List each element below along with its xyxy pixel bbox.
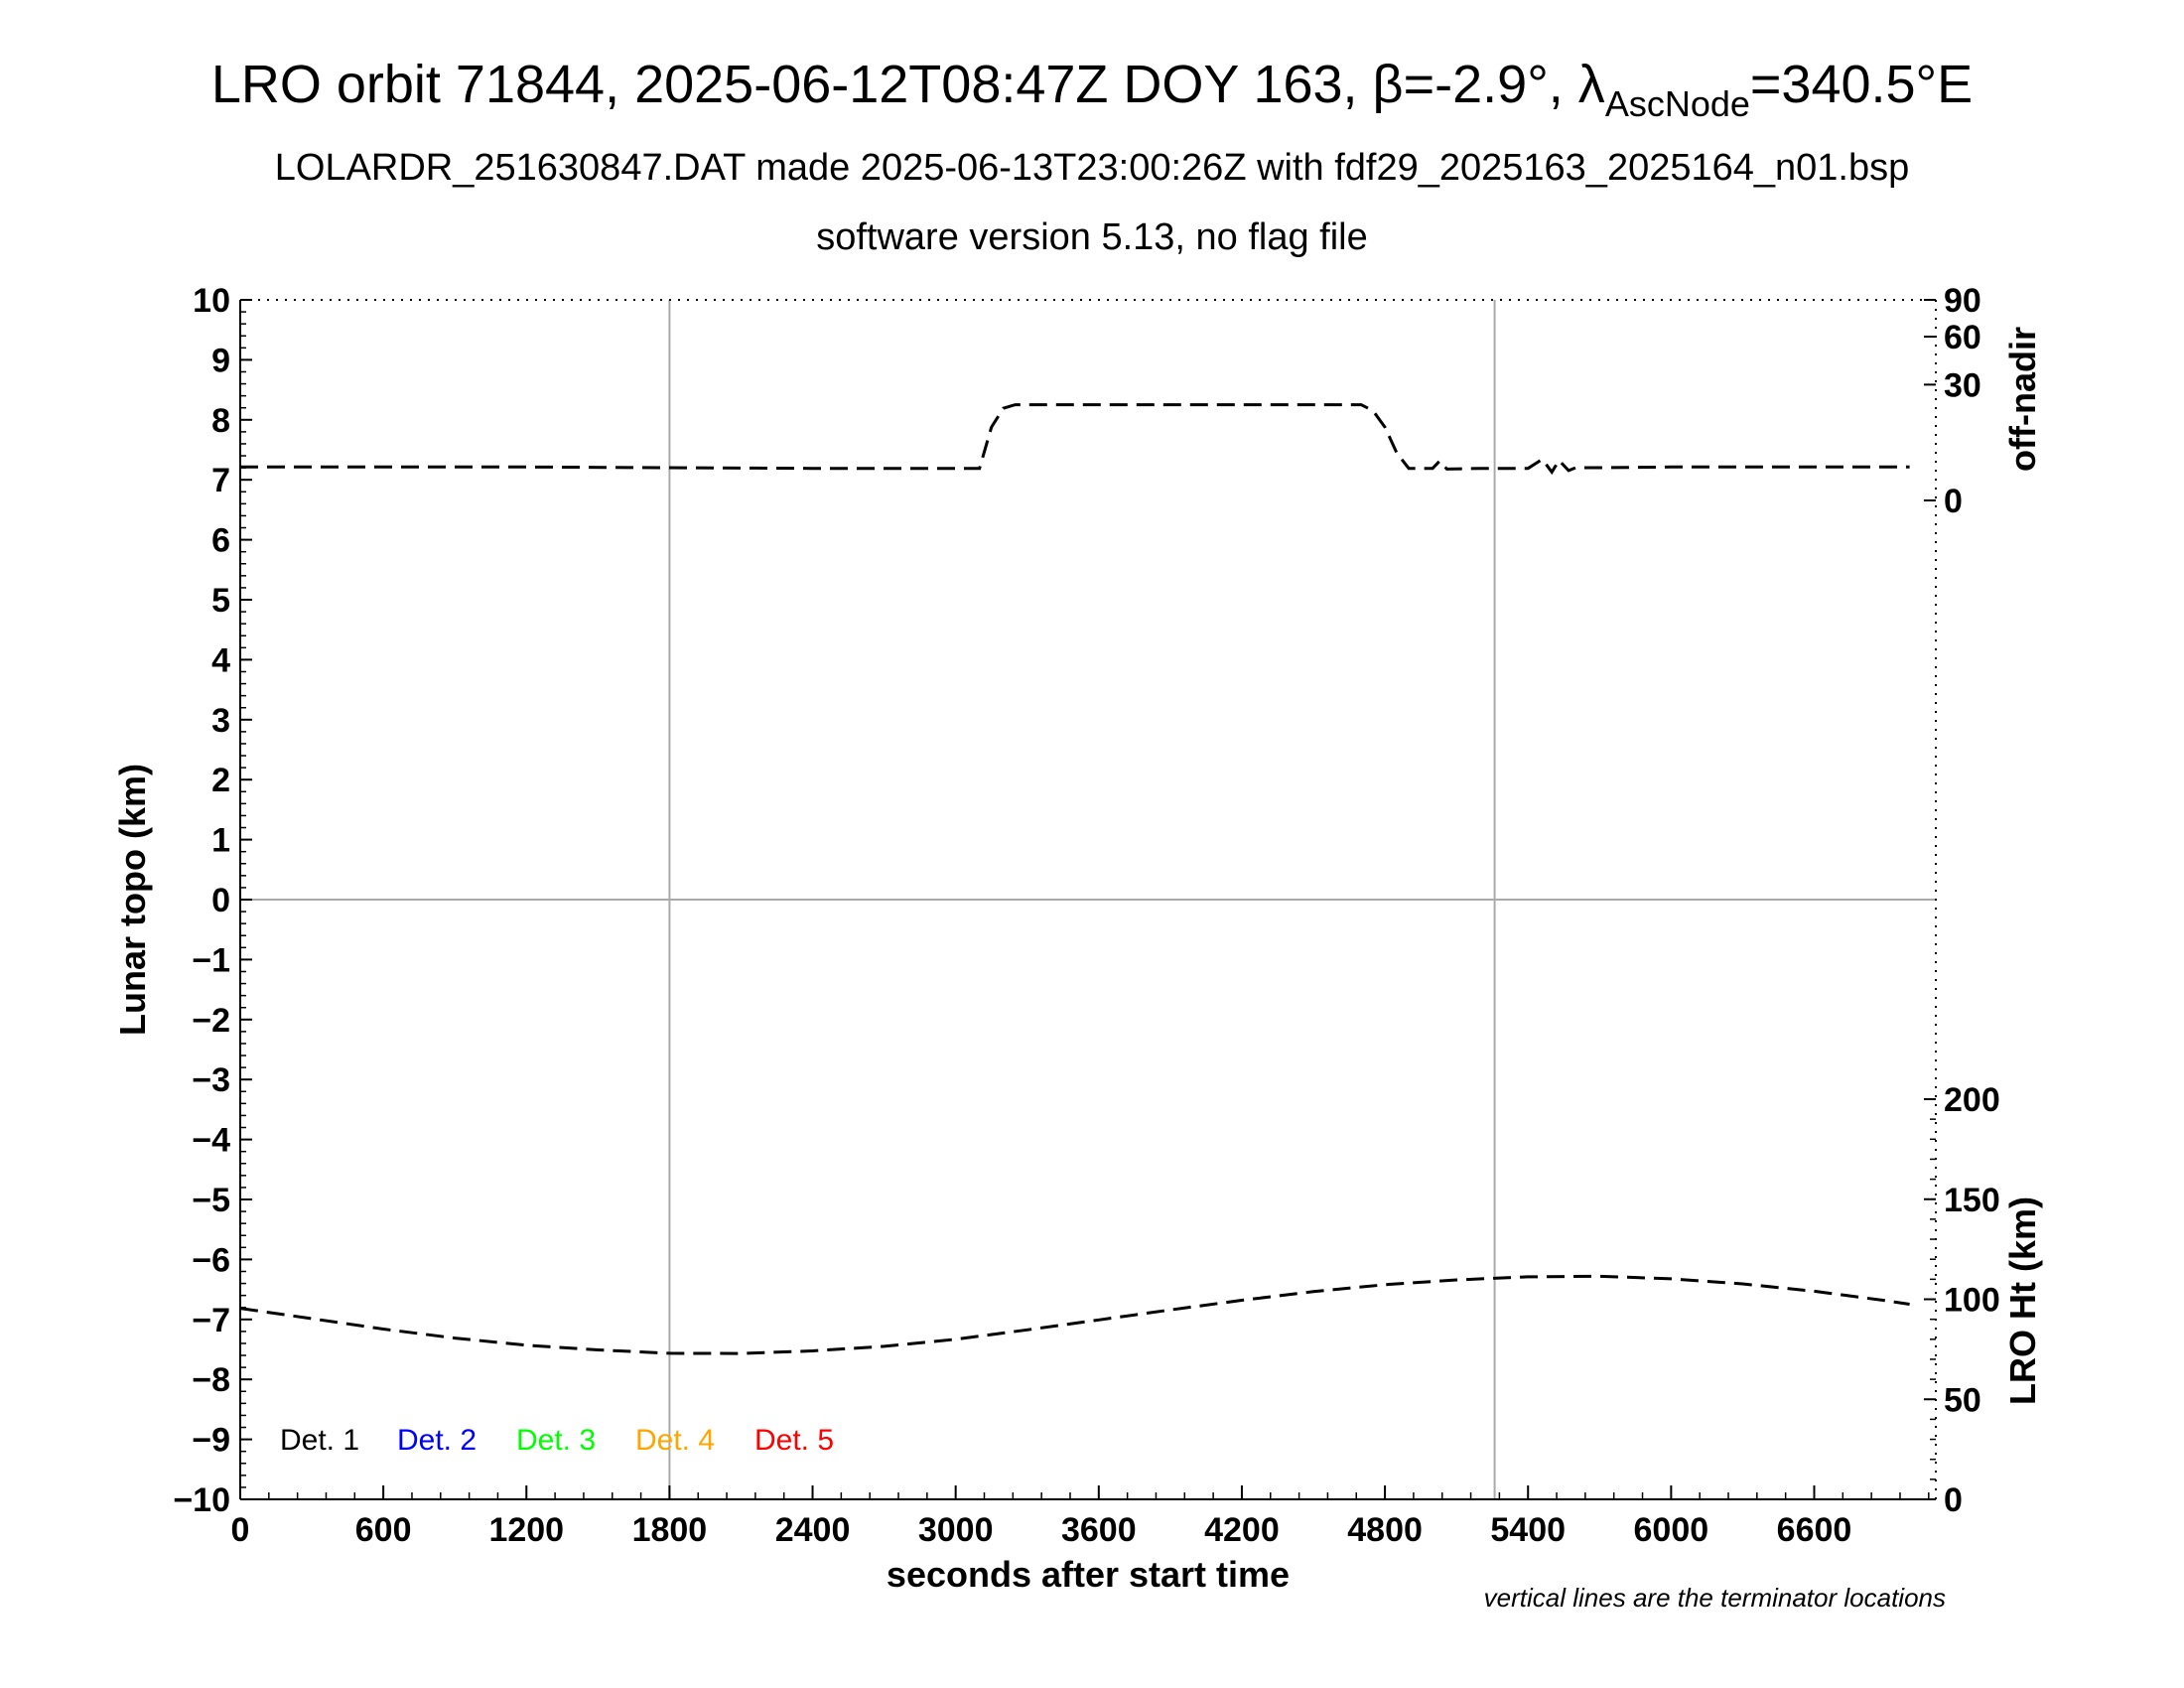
axis-ticks	[239, 299, 1936, 1500]
lro-height-series	[239, 1274, 1910, 1355]
y-tick-label: 5	[211, 582, 230, 620]
legend-item: Det. 3	[516, 1424, 596, 1457]
height-tick-label: 0	[1944, 1481, 1963, 1519]
y-tick-label: 7	[211, 462, 230, 499]
terminator-note: vertical lines are the terminator locati…	[1484, 1583, 1946, 1613]
y-tick-label: −9	[192, 1422, 230, 1460]
off-nadir-tick-label: 30	[1944, 366, 1981, 404]
height-tick-label: 200	[1944, 1081, 2000, 1119]
chart-title-subscript: AscNode	[1604, 83, 1750, 124]
x-tick-label: 6000	[1634, 1511, 1709, 1549]
x-tick-label: 5400	[1490, 1511, 1566, 1549]
y-tick-label: −7	[192, 1302, 230, 1339]
height-tick-label: 150	[1944, 1182, 2000, 1219]
legend-item: Det. 5	[754, 1424, 834, 1457]
x-tick-label: 2400	[775, 1511, 851, 1549]
x-tick-label: 4800	[1347, 1511, 1423, 1549]
chart-subtitle-file: LOLARDR_251630847.DAT made 2025-06-13T23…	[274, 147, 1910, 189]
x-tick-label: 1200	[488, 1511, 564, 1549]
y-tick-label: 6	[211, 522, 230, 560]
off-nadir-tick-label: 90	[1944, 282, 1981, 320]
y-axis-label: Lunar topo (km)	[112, 764, 153, 1036]
y-tick-label: −1	[192, 941, 230, 979]
y-tick-label: 10	[193, 282, 230, 320]
off-nadir-axis-label: off-nadir	[2002, 327, 2043, 472]
y-tick-label: −8	[192, 1361, 230, 1399]
height-tick-label: 50	[1944, 1381, 1981, 1419]
y-tick-label: −3	[192, 1061, 230, 1099]
off-nadir-tick-label: 60	[1944, 319, 1981, 356]
x-tick-label: 0	[231, 1511, 250, 1549]
y-tick-label: 8	[211, 402, 230, 440]
y-tick-label: 3	[211, 702, 230, 740]
x-axis-label: seconds after start time	[887, 1554, 1290, 1595]
y-tick-label: −6	[192, 1241, 230, 1279]
data-series	[239, 403, 1910, 1355]
legend-item: Det. 4	[635, 1424, 715, 1457]
off-nadir-series	[240, 403, 1910, 476]
y-tick-label: 0	[211, 882, 230, 919]
chart-title: LRO orbit 71844, 2025-06-12T08:47Z DOY 1…	[0, 54, 2184, 125]
y-tick-label: −10	[173, 1481, 230, 1519]
chart-title-main: LRO orbit 71844, 2025-06-12T08:47Z DOY 1…	[210, 55, 1605, 114]
x-tick-label: 6600	[1777, 1511, 1852, 1549]
off-nadir-tick-label: 0	[1944, 483, 1963, 520]
legend: Det. 1 Det. 2 Det. 3 Det. 4 Det. 5	[280, 1424, 834, 1457]
y-tick-label: −2	[192, 1002, 230, 1040]
y-tick-label: 9	[211, 342, 230, 379]
legend-item: Det. 2	[397, 1424, 477, 1457]
x-tick-label: 3600	[1061, 1511, 1137, 1549]
x-tick-label: 4200	[1204, 1511, 1280, 1549]
y-tick-label: 4	[211, 641, 230, 679]
chart-subtitle-software: software version 5.13, no flag file	[816, 216, 1368, 258]
lro-height-axis-label: LRO Ht (km)	[2002, 1196, 2043, 1405]
height-tick-label: 100	[1944, 1282, 2000, 1320]
grid-lines	[240, 300, 1936, 1499]
y-tick-label: 1	[211, 822, 230, 860]
y-tick-label: −5	[192, 1182, 230, 1219]
x-tick-label: 1800	[632, 1511, 708, 1549]
x-tick-label: 3000	[918, 1511, 994, 1549]
y-tick-label: 2	[211, 762, 230, 799]
legend-item: Det. 1	[280, 1424, 359, 1457]
x-tick-label: 600	[355, 1511, 412, 1549]
chart-title-end: =340.5°E	[1749, 55, 1974, 114]
y-tick-label: −4	[192, 1122, 230, 1160]
